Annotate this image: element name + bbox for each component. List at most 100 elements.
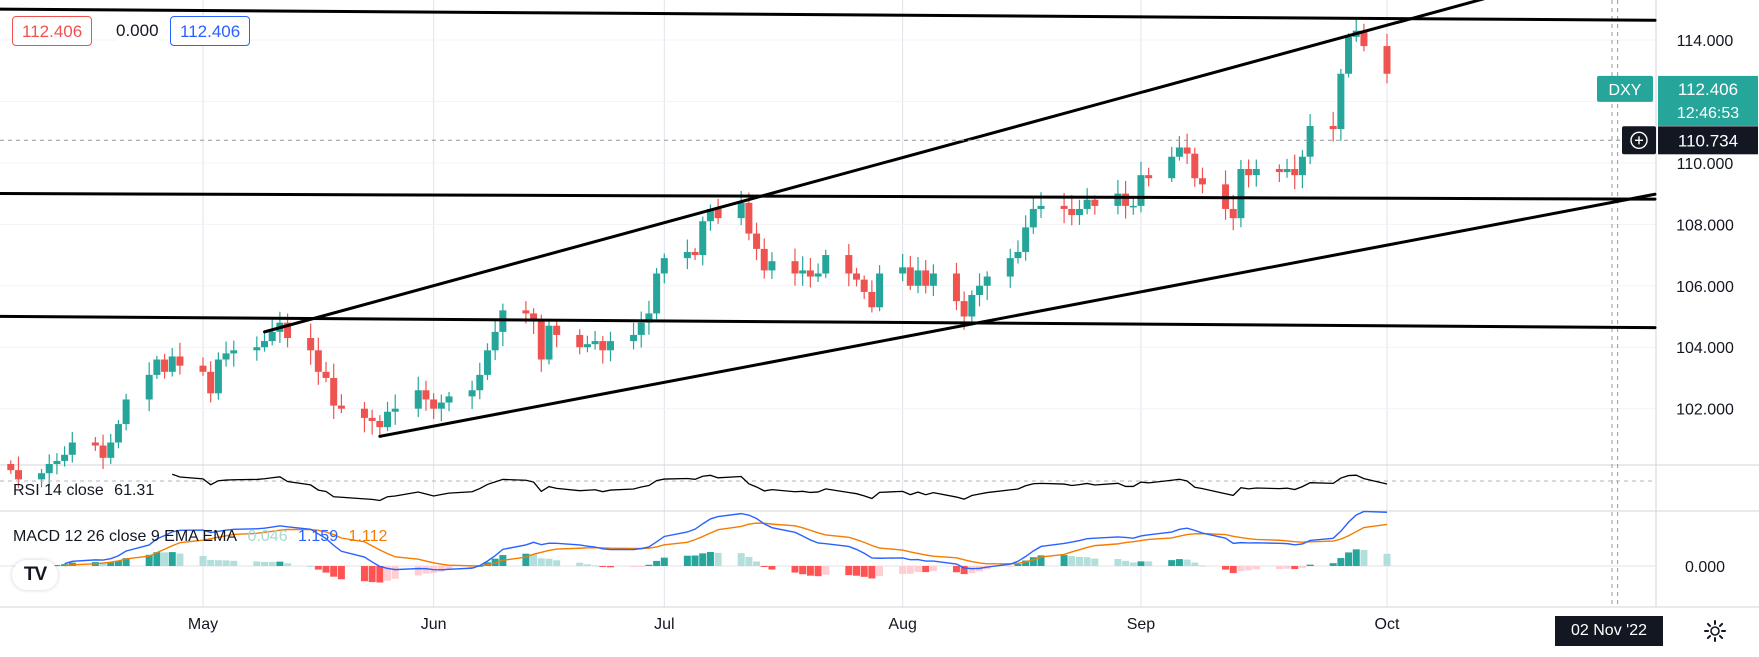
- macd-histogram-bar: [1283, 566, 1291, 569]
- macd-histogram-bar: [176, 553, 184, 566]
- candle-body: [683, 251, 691, 259]
- candle-body: [176, 356, 184, 366]
- candle: [914, 256, 922, 294]
- macd-histogram-bar: [1222, 566, 1230, 570]
- macd-histogram-bar: [653, 560, 661, 566]
- candle: [537, 314, 545, 372]
- candle: [952, 262, 960, 311]
- candle-body: [1175, 147, 1183, 157]
- candle-body: [376, 420, 384, 428]
- tradingview-logo-icon[interactable]: TV: [12, 560, 58, 590]
- macd-histogram-bar: [161, 552, 169, 566]
- horizontal-support-trendline: [0, 314, 1657, 330]
- candle: [1006, 248, 1014, 288]
- candle-body: [653, 273, 661, 314]
- last-price-tag: [1658, 75, 1758, 126]
- candle: [99, 434, 107, 470]
- candle: [1083, 188, 1091, 215]
- rsi-legend[interactable]: RSI 14 close 61.31: [13, 482, 160, 500]
- candle: [445, 392, 453, 412]
- candle: [1191, 147, 1199, 187]
- candle: [391, 394, 399, 425]
- candle: [376, 415, 384, 436]
- x-tick-label: Jun: [421, 616, 447, 633]
- candle: [360, 401, 368, 433]
- candle: [976, 273, 984, 307]
- candle-body: [1329, 125, 1337, 130]
- candle-body: [1291, 169, 1299, 176]
- candle-body: [1114, 193, 1122, 206]
- macd-histogram-bar: [1168, 560, 1176, 566]
- macd-histogram-bar: [1383, 553, 1391, 566]
- candle-body: [745, 202, 753, 234]
- macd-histogram-bar: [222, 560, 230, 566]
- candle: [1245, 159, 1253, 188]
- candle: [199, 357, 207, 376]
- macd-histogram-bar: [606, 566, 614, 568]
- crosshair-date-badge: 02 Nov '22: [1555, 616, 1663, 646]
- candle-body: [268, 331, 276, 342]
- candle-body: [699, 221, 707, 256]
- candle-body: [476, 374, 484, 391]
- candle: [799, 256, 807, 286]
- candle: [1229, 194, 1237, 231]
- candle-body: [1229, 208, 1237, 219]
- macd-legend[interactable]: MACD 12 26 close 9 EMA EMA 0.046 1.159 1…: [13, 528, 393, 546]
- symbol-tag-label: DXY: [1609, 82, 1642, 99]
- candle: [337, 394, 345, 414]
- macd-histogram-bar: [384, 566, 392, 581]
- macd-histogram-bar: [853, 566, 861, 576]
- candle-body: [491, 331, 499, 351]
- macd-histogram-bar: [860, 566, 868, 577]
- last-price-label: 112.406: [1678, 80, 1738, 99]
- candle: [314, 337, 322, 385]
- macd-histogram-bar: [637, 566, 645, 567]
- macd-histogram-bar: [1360, 549, 1368, 566]
- candle-body: [122, 399, 130, 425]
- candle-body: [845, 255, 853, 274]
- candle: [1122, 180, 1130, 219]
- candle-body: [1145, 175, 1153, 179]
- y-tick-label: 104.000: [1676, 340, 1734, 357]
- candle-body: [1237, 169, 1245, 219]
- candle-body: [706, 208, 714, 222]
- close-price-badge: 112.406: [12, 16, 93, 46]
- macd-histogram-bar: [1245, 566, 1253, 571]
- candle-body: [430, 399, 438, 409]
- settings-gear-icon[interactable]: [1700, 616, 1730, 646]
- candle-body: [1275, 169, 1283, 173]
- candle: [1360, 23, 1368, 52]
- macd-histogram-bar: [376, 566, 384, 583]
- candle-body: [737, 202, 745, 219]
- candle-body: [630, 334, 638, 342]
- macd-histogram-bar: [706, 551, 714, 566]
- macd-histogram-bar: [114, 560, 122, 566]
- candle: [814, 263, 822, 283]
- candle: [422, 380, 430, 411]
- candle-body: [553, 325, 561, 335]
- macd-histogram-bar: [922, 566, 930, 573]
- candle: [968, 290, 976, 326]
- candle: [576, 329, 584, 355]
- candle: [630, 322, 638, 350]
- candle-body: [1060, 205, 1068, 209]
- candle: [483, 343, 491, 381]
- candle: [91, 437, 99, 451]
- candle: [1252, 159, 1260, 187]
- macd-histogram-bar: [737, 553, 745, 566]
- candle: [7, 460, 15, 474]
- candle: [114, 420, 122, 449]
- macd-histogram-bar: [145, 554, 153, 566]
- macd-histogram-bar: [1083, 557, 1091, 566]
- upper-channel-trendline: [263, 0, 1486, 334]
- candle-body: [637, 322, 645, 335]
- macd-histogram-bar: [537, 558, 545, 566]
- macd-histogram-bar: [153, 552, 161, 566]
- candle-body: [1306, 125, 1314, 157]
- x-tick-label: May: [188, 616, 218, 633]
- macd-histogram-bar: [645, 564, 653, 566]
- macd-histogram-bar: [253, 561, 261, 566]
- candle-body: [45, 464, 53, 474]
